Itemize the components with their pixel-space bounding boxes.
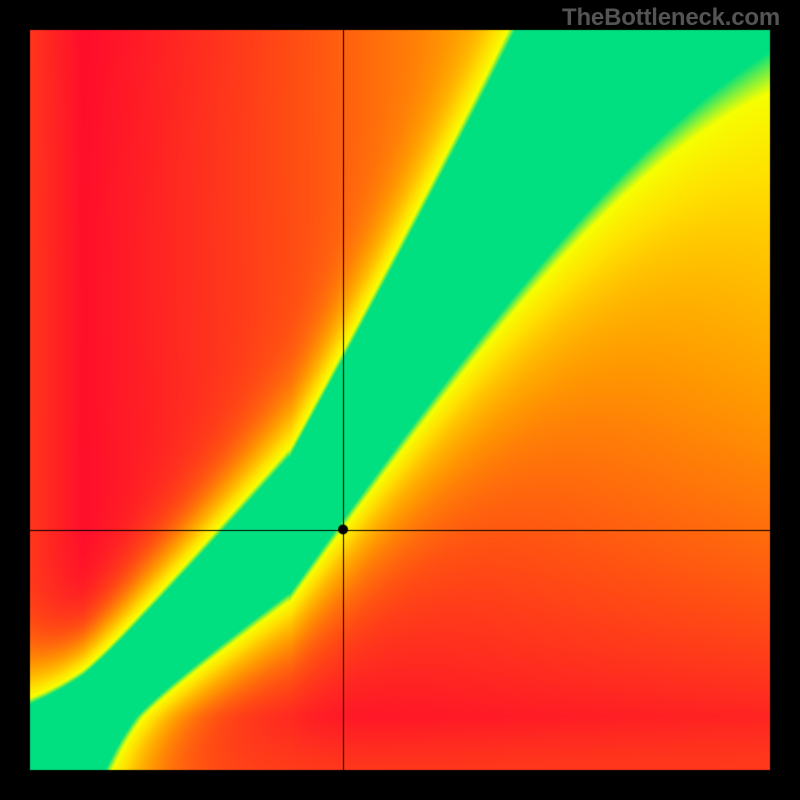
heatmap-canvas (0, 0, 800, 800)
chart-container: TheBottleneck.com (0, 0, 800, 800)
watermark: TheBottleneck.com (562, 4, 780, 32)
